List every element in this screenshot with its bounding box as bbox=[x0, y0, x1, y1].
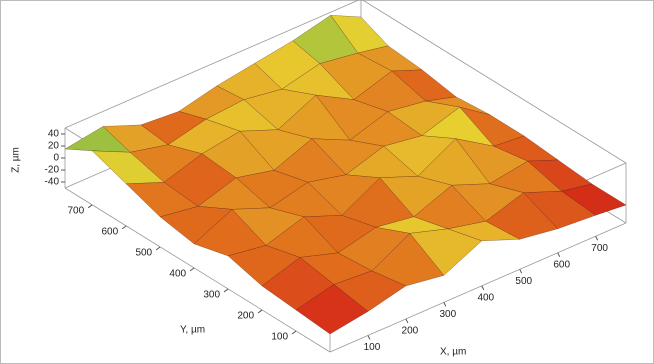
z-tick-label: 20 bbox=[48, 141, 60, 152]
y-tick-label: 200 bbox=[237, 311, 254, 322]
y-tick-label: 500 bbox=[135, 248, 152, 259]
z-tick-label: 0 bbox=[53, 153, 59, 164]
z-tick-label: -20 bbox=[45, 165, 60, 176]
y-tick-label: 100 bbox=[271, 332, 288, 343]
y-axis-label: Y, µm bbox=[180, 325, 205, 336]
x-tick-label: 400 bbox=[477, 292, 494, 303]
z-axis-label: Z, µm bbox=[11, 147, 22, 173]
x-tick-label: 300 bbox=[440, 309, 457, 320]
chart: 1002003004005006007001002003004005006007… bbox=[0, 0, 654, 364]
x-tick-label: 500 bbox=[515, 276, 532, 287]
y-tick-label: 300 bbox=[203, 290, 220, 301]
x-tick-label: 100 bbox=[364, 342, 381, 353]
y-tick-label: 400 bbox=[169, 269, 186, 280]
y-tick-label: 700 bbox=[67, 205, 84, 216]
y-tick-label: 600 bbox=[101, 226, 118, 237]
x-tick-label: 200 bbox=[402, 326, 419, 337]
x-tick-label: 600 bbox=[553, 259, 570, 270]
x-tick-label: 700 bbox=[591, 243, 608, 254]
z-tick-label: -40 bbox=[45, 177, 60, 188]
z-tick-label: 40 bbox=[48, 129, 60, 140]
x-axis-label: X, µm bbox=[440, 347, 466, 358]
